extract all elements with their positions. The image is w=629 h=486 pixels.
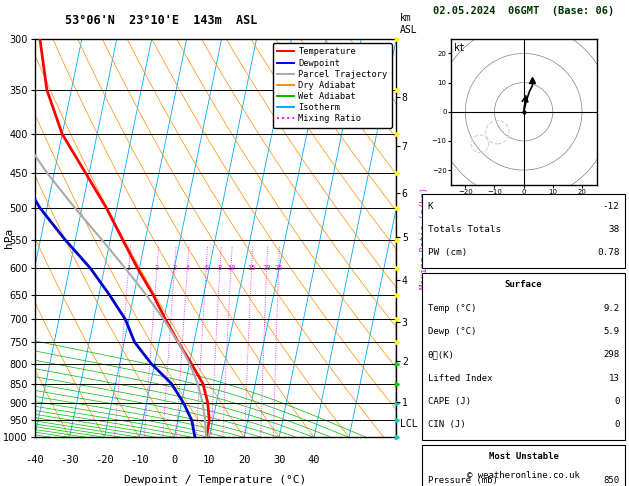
Text: CIN (J): CIN (J) [428, 420, 465, 429]
Text: K: K [428, 202, 433, 210]
Bar [423, 194, 625, 268]
Text: Dewpoint / Temperature (°C): Dewpoint / Temperature (°C) [125, 475, 306, 485]
Text: -40: -40 [25, 455, 44, 465]
Text: Totals Totals: Totals Totals [428, 225, 501, 234]
Text: © weatheronline.co.uk: © weatheronline.co.uk [467, 471, 580, 480]
Text: 1: 1 [126, 265, 131, 271]
Text: -12: -12 [603, 202, 620, 210]
Text: 3: 3 [172, 265, 177, 271]
Text: LCL: LCL [400, 419, 418, 429]
Text: 0.78: 0.78 [597, 248, 620, 257]
Text: 20: 20 [262, 265, 271, 271]
Text: 13: 13 [609, 374, 620, 382]
Text: -10: -10 [130, 455, 149, 465]
Text: Most Unstable: Most Unstable [489, 452, 559, 461]
Text: kt: kt [454, 43, 465, 53]
Text: 0: 0 [614, 420, 620, 429]
Text: Surface: Surface [505, 280, 542, 289]
Text: Temp (°C): Temp (°C) [428, 304, 476, 312]
Text: 25: 25 [274, 265, 283, 271]
Text: 15: 15 [247, 265, 256, 271]
Text: 10: 10 [203, 455, 216, 465]
Text: Dewp (°C): Dewp (°C) [428, 327, 476, 336]
Text: 10: 10 [226, 265, 235, 271]
Text: CAPE (J): CAPE (J) [428, 397, 470, 406]
Text: θᴇ(K): θᴇ(K) [428, 350, 455, 359]
Text: 2: 2 [155, 265, 159, 271]
Text: PW (cm): PW (cm) [428, 248, 467, 257]
Bar [423, 445, 625, 486]
Text: Mixing Ratio (g/kg): Mixing Ratio (g/kg) [420, 187, 429, 289]
Text: 850: 850 [603, 476, 620, 485]
Text: 40: 40 [308, 455, 320, 465]
Text: 30: 30 [273, 455, 286, 465]
Text: Pressure (mb): Pressure (mb) [428, 476, 498, 485]
Text: 02.05.2024  06GMT  (Base: 06): 02.05.2024 06GMT (Base: 06) [433, 6, 615, 17]
Text: 9.2: 9.2 [603, 304, 620, 312]
Text: 4: 4 [185, 265, 189, 271]
Text: Lifted Index: Lifted Index [428, 374, 493, 382]
Text: 8: 8 [218, 265, 222, 271]
Text: 38: 38 [608, 225, 620, 234]
Text: 0: 0 [171, 455, 177, 465]
Text: -30: -30 [60, 455, 79, 465]
Text: 0: 0 [614, 397, 620, 406]
Text: 20: 20 [238, 455, 250, 465]
Text: 53°06'N  23°10'E  143m  ASL: 53°06'N 23°10'E 143m ASL [65, 14, 257, 27]
Text: 5.9: 5.9 [603, 327, 620, 336]
Text: 298: 298 [603, 350, 620, 359]
Text: -20: -20 [95, 455, 114, 465]
Bar [423, 273, 625, 440]
Text: hPa: hPa [4, 228, 14, 248]
Text: km
ASL: km ASL [400, 13, 418, 35]
Legend: Temperature, Dewpoint, Parcel Trajectory, Dry Adiabat, Wet Adiabat, Isotherm, Mi: Temperature, Dewpoint, Parcel Trajectory… [272, 43, 392, 128]
Text: 6: 6 [204, 265, 208, 271]
